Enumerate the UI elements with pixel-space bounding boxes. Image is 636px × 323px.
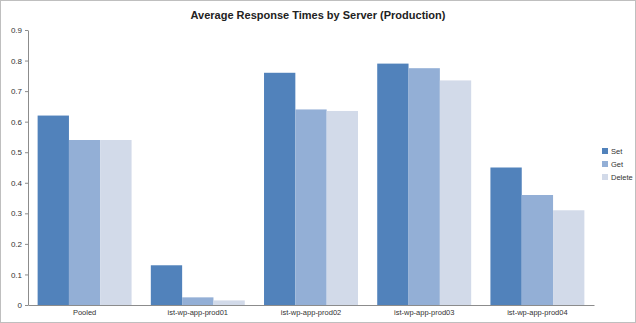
x-axis: Pooled ist-wp-app-prod01 ist-wp-app-prod02… [29, 306, 595, 318]
legend-item: Get [602, 160, 624, 169]
x-tick: ist-wp-app-prod01 [168, 308, 228, 317]
y-tick-mark [25, 30, 28, 31]
bar [409, 68, 440, 305]
y-tick: 0.9 [11, 26, 28, 35]
y-axis: 0 0.1 0.2 0.3 0.4 0.5 0.6 0.7 0.8 0.9 [11, 26, 29, 310]
x-tick: ist-wp-app-prod02 [281, 308, 341, 317]
chart-frame [1, 1, 636, 323]
x-tick-label: ist-wp-app-prod04 [507, 308, 567, 317]
x-tick: ist-wp-app-prod04 [507, 308, 567, 317]
y-tick: 0.8 [11, 57, 28, 66]
x-tick-label: Pooled [73, 308, 96, 317]
y-tick-mark [25, 122, 28, 123]
legend-label: Set [611, 147, 623, 156]
y-tick-label: 0.3 [11, 209, 23, 218]
bar [553, 210, 584, 305]
y-tick-label: 0.8 [11, 57, 23, 66]
y-tick-label: 0.4 [11, 179, 23, 188]
y-tick: 0.5 [11, 148, 28, 157]
y-tick-label: 0 [18, 301, 23, 310]
legend-label: Delete [611, 173, 633, 182]
y-tick-label: 0.7 [11, 87, 23, 96]
y-tick-label: 0.6 [11, 118, 23, 127]
y-tick-label: 0.2 [11, 240, 23, 249]
x-axis-line [29, 305, 595, 306]
bar [151, 265, 182, 305]
bar [327, 111, 358, 305]
y-tick: 0.4 [11, 179, 28, 188]
y-tick-mark [25, 213, 28, 214]
chart-title: Average Response Times by Server (Produc… [191, 9, 446, 21]
legend-swatch [602, 148, 608, 154]
y-tick: 0.2 [11, 240, 28, 249]
y-axis-line [28, 31, 29, 306]
y-tick-mark [25, 183, 28, 184]
bars [38, 64, 585, 305]
legend-label: Get [611, 160, 624, 169]
plot-area: 0 0.1 0.2 0.3 0.4 0.5 0.6 0.7 0.8 0.9 Pooled ist-wp… [11, 26, 595, 317]
bar [377, 64, 408, 305]
y-tick-label: 0.1 [11, 271, 23, 280]
y-tick-mark [25, 274, 28, 275]
legend-swatch [602, 161, 608, 167]
y-tick-mark [25, 305, 28, 306]
y-tick: 0.1 [11, 271, 28, 280]
legend-swatch [602, 174, 608, 180]
bar [213, 300, 244, 305]
y-tick-mark [25, 91, 28, 92]
legend-item: Delete [602, 173, 633, 182]
legend: Set Get Delete [602, 147, 633, 182]
x-tick: Pooled [73, 308, 96, 317]
bar [264, 73, 295, 305]
y-tick-label: 0.9 [11, 26, 23, 35]
x-tick: ist-wp-app-prod03 [394, 308, 454, 317]
x-tick-label: ist-wp-app-prod01 [168, 308, 228, 317]
bar [440, 80, 471, 305]
chart-svg: Average Response Times by Server (Produc… [0, 0, 636, 323]
bar [38, 116, 69, 305]
bar [522, 195, 553, 305]
y-tick-mark [25, 152, 28, 153]
y-tick: 0.6 [11, 118, 28, 127]
y-tick: 0.7 [11, 87, 28, 96]
bar [182, 297, 213, 305]
y-tick-label: 0.5 [11, 148, 23, 157]
y-tick: 0 [18, 301, 28, 310]
x-tick-label: ist-wp-app-prod02 [281, 308, 341, 317]
bar [100, 140, 131, 305]
bar [490, 168, 521, 306]
y-tick: 0.3 [11, 209, 28, 218]
bar [69, 140, 100, 305]
y-tick-mark [25, 61, 28, 62]
bar [295, 109, 326, 305]
x-tick-label: ist-wp-app-prod03 [394, 308, 454, 317]
legend-item: Set [602, 147, 623, 156]
y-tick-mark [25, 244, 28, 245]
